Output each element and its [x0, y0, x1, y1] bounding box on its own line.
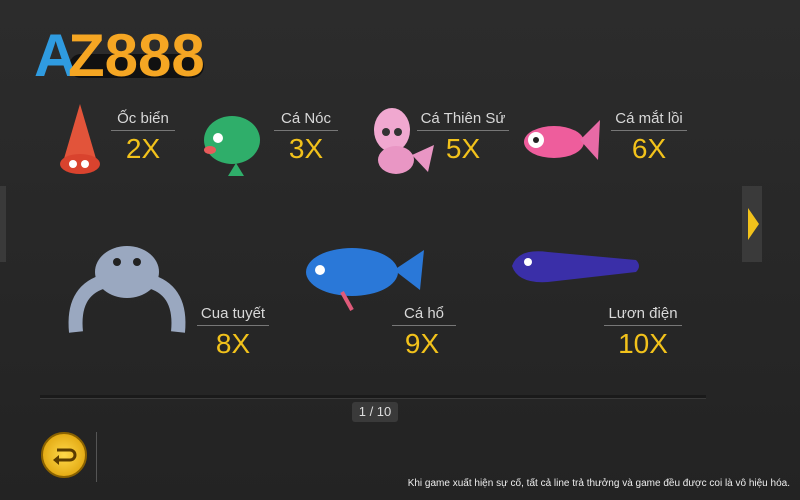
fish-multiplier: 9X	[404, 328, 440, 359]
paytable-item: Cá Thiên Sứ 5X	[416, 110, 510, 165]
chevron-right-icon	[748, 208, 759, 240]
fish-name: Cá hổ	[392, 305, 456, 326]
svg-text:Z888: Z888	[68, 22, 205, 84]
pufferfish-image	[204, 116, 260, 176]
footer-note: Khi game xuất hiện sự cố, tất cả line tr…	[407, 478, 790, 489]
fish-multiplier: 2X	[125, 133, 161, 164]
fish-name: Lươn điện	[604, 305, 682, 326]
divider	[96, 432, 97, 482]
divider	[40, 395, 706, 399]
fish-multiplier: 6X	[631, 133, 667, 164]
fish-multiplier: 10X	[618, 328, 668, 359]
fish-name: Cá Thiên Sứ	[416, 110, 510, 131]
next-page-button[interactable]	[742, 186, 762, 262]
fish-multiplier: 3X	[288, 133, 324, 164]
tiger-fish-image	[306, 248, 424, 311]
snow-crab-image	[68, 246, 186, 333]
paytable-item: Cá Nóc 3X	[270, 110, 342, 165]
electric-eel-image	[512, 251, 639, 283]
fish-name: Cua tuyết	[196, 305, 270, 326]
fish-name: Ốc biển	[111, 110, 175, 131]
svg-text:A: A	[34, 22, 77, 84]
fish-multiplier: 8X	[215, 328, 251, 359]
sea-snail-image	[60, 104, 100, 174]
fish-multiplier: 5X	[445, 133, 481, 164]
fish-name: Cá Nóc	[274, 110, 338, 131]
popeye-fish-image	[524, 120, 600, 160]
angel-fish-image	[374, 108, 434, 174]
page-indicator: 1 / 10	[352, 402, 398, 422]
paytable-item: Cá hổ 9X	[392, 305, 456, 360]
az888-logo: A Z888	[34, 22, 205, 84]
paytable-item: Cua tuyết 8X	[196, 305, 270, 360]
back-button[interactable]	[41, 432, 87, 478]
paytable-item: Ốc biển 2X	[108, 110, 178, 165]
prev-page-button[interactable]	[0, 186, 6, 262]
paytable-item: Lươn điện 10X	[598, 305, 688, 360]
paytable-item: Cá mắt lồi 6X	[604, 110, 694, 165]
return-arrow-icon	[53, 448, 77, 465]
fish-name: Cá mắt lồi	[611, 110, 687, 131]
